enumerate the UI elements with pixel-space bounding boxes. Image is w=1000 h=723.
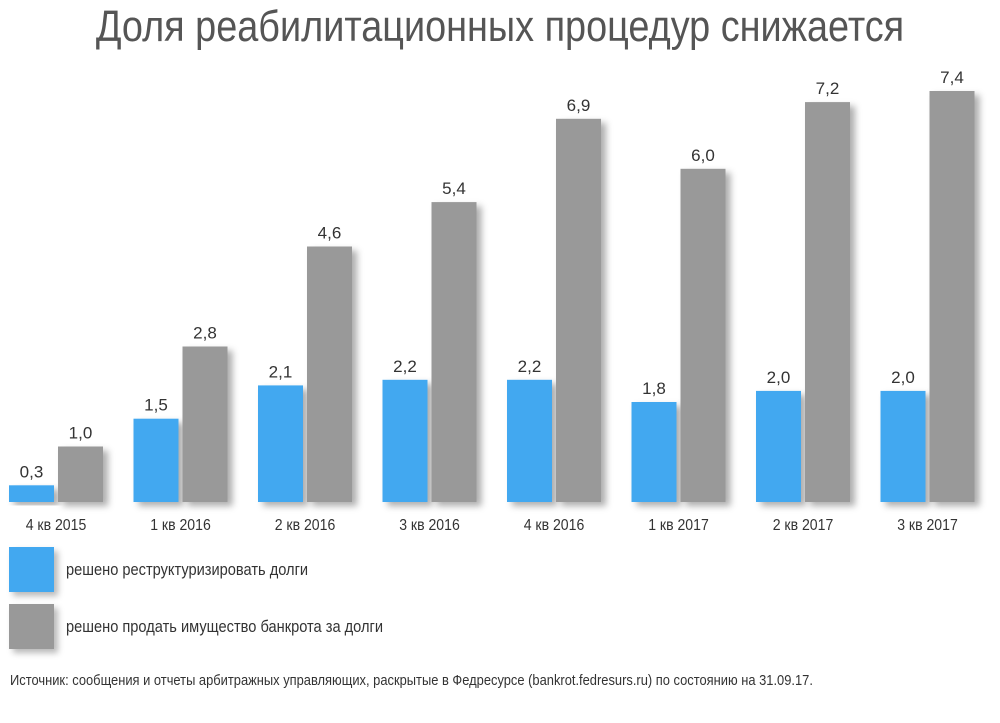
bar-restructure-3-кв-2016	[382, 379, 428, 502]
bar-restructure-1-кв-2017	[631, 402, 677, 502]
value-label-sell-4-кв-2016: 6,9	[567, 96, 591, 115]
bar-sell-3-кв-2016	[431, 202, 477, 502]
value-label-sell-2-кв-2017: 7,2	[816, 79, 840, 98]
bars-group	[9, 91, 975, 503]
legend-label-restructure: решено реструктуризировать долги	[66, 559, 309, 579]
x-tick-3-кв-2017: 3 кв 2017	[897, 516, 958, 534]
value-label-restructure-3-кв-2017: 2,0	[891, 368, 915, 387]
bar-sell-4-кв-2016	[556, 118, 601, 503]
bar-restructure-1-кв-2016	[133, 418, 179, 502]
legend-swatch-sell-property	[9, 604, 54, 649]
bar-restructure-4-кв-2016	[507, 379, 552, 502]
x-tick-1-кв-2017: 1 кв 2017	[648, 516, 709, 534]
bar-sell-1-кв-2016	[182, 346, 228, 502]
value-label-restructure-1-кв-2017: 1,8	[642, 379, 666, 398]
value-label-restructure-3-кв-2016: 2,2	[393, 357, 417, 376]
legend-label-sell-property: решено продать имущество банкрота за дол…	[66, 616, 384, 636]
value-label-sell-1-кв-2017: 6,0	[691, 146, 715, 165]
bar-restructure-2-кв-2017	[756, 390, 801, 502]
legend-item-sell-property: решено продать имущество банкрота за дол…	[9, 604, 435, 649]
x-tick-3-кв-2016: 3 кв 2016	[399, 516, 460, 534]
x-tick-1-кв-2016: 1 кв 2016	[150, 516, 211, 534]
x-tick-2-кв-2016: 2 кв 2016	[275, 516, 336, 534]
bar-sell-4-кв-2015	[58, 446, 103, 502]
value-label-sell-3-кв-2016: 5,4	[442, 179, 466, 198]
value-label-sell-1-кв-2016: 2,8	[193, 324, 217, 343]
bar-restructure-2-кв-2016	[258, 385, 303, 502]
bar-sell-2-кв-2016	[307, 246, 352, 502]
bar-sell-2-кв-2017	[805, 102, 850, 502]
bar-sell-1-кв-2017	[680, 168, 726, 503]
value-label-restructure-4-кв-2015: 0,3	[20, 462, 44, 481]
value-label-sell-4-кв-2015: 1,0	[69, 424, 93, 443]
x-tick-4-кв-2016: 4 кв 2016	[524, 516, 585, 534]
value-label-sell-3-кв-2017: 7,4	[940, 68, 964, 87]
value-label-sell-2-кв-2016: 4,6	[318, 224, 342, 243]
source-note: Источник: сообщения и отчеты арбитражных…	[10, 672, 813, 689]
value-labels-group: 0,3 1,0 1,5 2,8 2,1 4,6 2,2 5,4 2,2 6,9 1,8 6,0 2,0 7…	[20, 68, 964, 481]
bar-restructure-4-кв-2015	[9, 485, 54, 502]
x-tick-2-кв-2017: 2 кв 2017	[773, 516, 834, 534]
value-label-restructure-2-кв-2016: 2,1	[269, 362, 293, 381]
value-label-restructure-1-кв-2016: 1,5	[144, 396, 168, 415]
value-label-restructure-4-кв-2016: 2,2	[518, 357, 542, 376]
bar-sell-3-кв-2017	[929, 91, 975, 502]
legend-swatch-restructure	[9, 547, 54, 592]
legend-item-restructure: решено реструктуризировать долги	[9, 547, 348, 592]
value-label-restructure-2-кв-2017: 2,0	[767, 368, 791, 387]
x-tick-labels-group: 4 кв 2015 1 кв 2016 2 кв 2016 3 кв 2016 4 кв…	[26, 516, 958, 534]
bar-restructure-3-кв-2017	[880, 390, 926, 502]
chart-title: Доля реабилитационных процедур снижается	[95, 2, 905, 51]
bar-chart: 0,3 1,0 1,5 2,8 2,1 4,6 2,2 5,4 2,2 6,9 1,8 6,0 2,0 7…	[9, 68, 975, 534]
x-tick-4-кв-2015: 4 кв 2015	[26, 516, 87, 534]
